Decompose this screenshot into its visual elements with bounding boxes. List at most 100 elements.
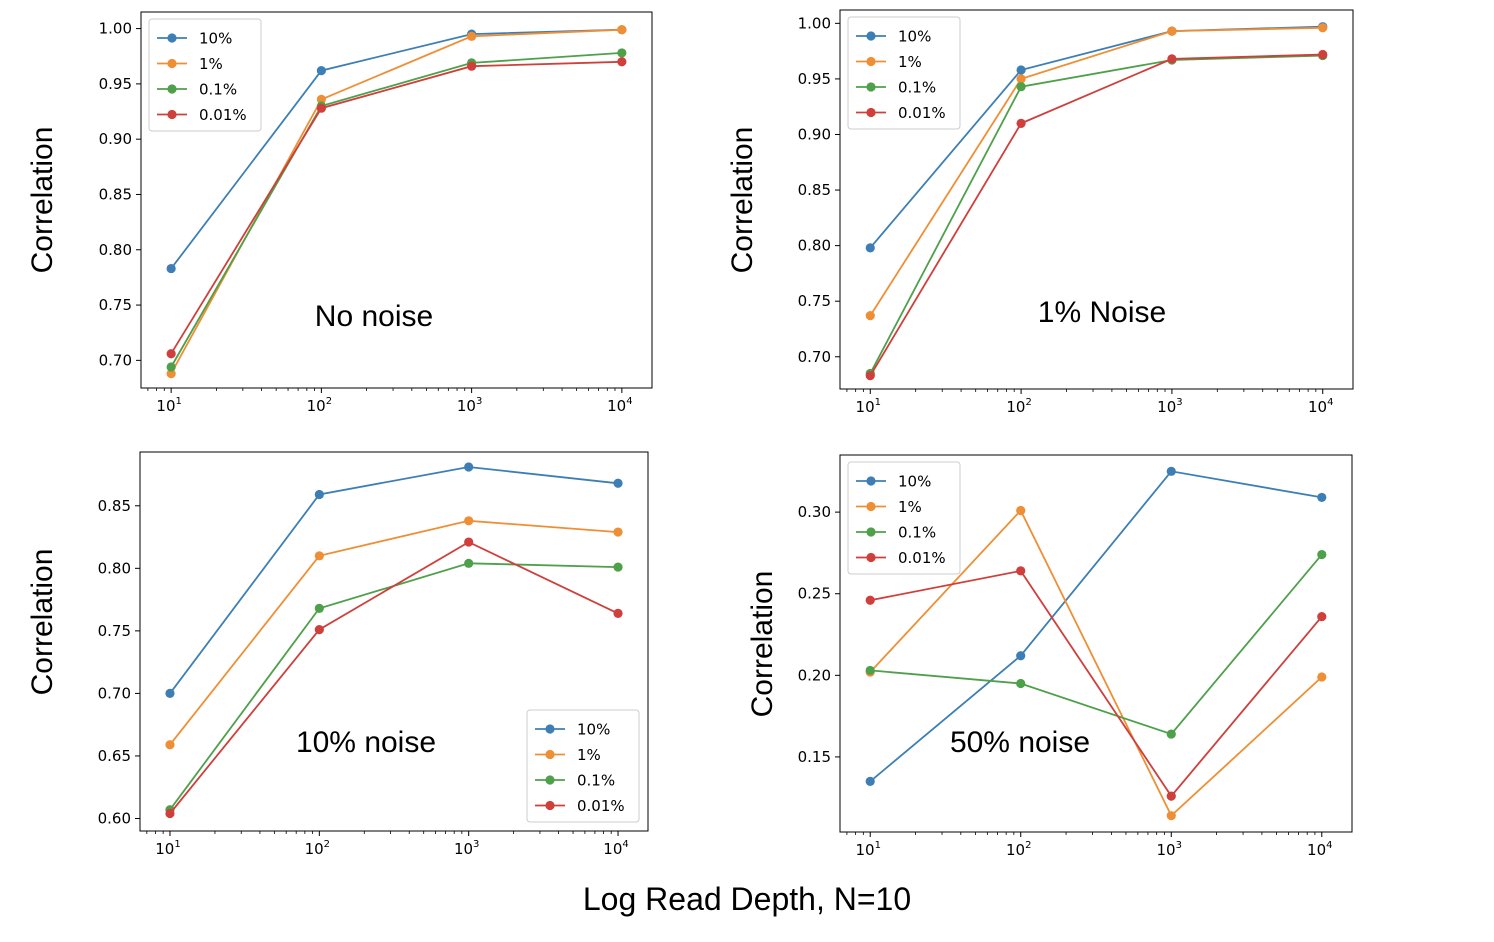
legend-box [847, 461, 961, 575]
data-point [1016, 74, 1026, 84]
series-line [169, 541, 619, 815]
series-line [169, 466, 619, 694]
chart-panels: 0.70 0.75 0.80 0.85 0.90 0.95 1.00 101 102 103 104… [26, 9, 1354, 859]
legend: 10% 1% 0.1% 0.01% [526, 709, 640, 823]
y-tick-label: 0.90 [798, 125, 831, 143]
data-point [613, 527, 623, 537]
y-tick-label: 0.70 [98, 684, 131, 702]
figure-xlabel: Log Read Depth, N=10 [583, 881, 911, 917]
legend-marker [545, 749, 555, 760]
legend-label: 1% [199, 55, 223, 73]
legend-label: 10% [898, 473, 931, 491]
data-point [467, 31, 477, 41]
data-point [865, 595, 875, 605]
y-tick-label: 0.75 [98, 622, 131, 640]
data-point [1016, 566, 1026, 576]
y-tick-label: 0.85 [99, 185, 132, 203]
y-tick-label: 0.80 [98, 559, 131, 577]
data-point [1016, 118, 1026, 128]
data-point [316, 66, 326, 76]
axes-frame [140, 11, 653, 389]
series-line [870, 569, 1323, 798]
data-point [1016, 65, 1026, 75]
y-tick-label: 0.75 [99, 296, 132, 314]
data-point [166, 362, 176, 372]
data-point [1318, 23, 1328, 33]
data-point [1317, 549, 1327, 560]
x-tick-label: 101 [855, 840, 880, 859]
x-tick-label: 102 [1006, 840, 1031, 859]
data-point [467, 61, 477, 71]
legend-marker [866, 56, 876, 67]
legend-label: 1% [577, 746, 601, 764]
legend-marker [866, 82, 876, 92]
data-point [1166, 729, 1176, 739]
series-line [170, 60, 622, 355]
data-point [165, 740, 175, 750]
data-point [865, 371, 875, 381]
x-tick-label: 102 [307, 396, 332, 415]
y-tick-label: 0.70 [798, 348, 831, 366]
panel-annotation: No noise [315, 300, 433, 333]
x-tick-label: 103 [457, 396, 482, 415]
data-point [316, 94, 326, 104]
legend-label: 10% [577, 721, 610, 739]
legend-label: 0.01% [898, 104, 946, 122]
y-axis-label: Correlation [746, 571, 779, 718]
y-tick-label: 1.00 [798, 14, 831, 32]
legend: 10% 1% 0.1% 0.01% [847, 461, 961, 575]
series-line [170, 52, 622, 368]
series-line [869, 53, 1323, 377]
x-tick-label: 104 [1308, 397, 1333, 416]
data-point [865, 243, 875, 253]
legend-marker [866, 501, 876, 512]
data-point [464, 537, 474, 547]
data-point [1166, 811, 1176, 821]
chart-panel-4: 0.15 0.20 0.25 0.30 101 102 103 104 10% 1% 0.1% 0.0… [746, 454, 1353, 859]
data-point [314, 489, 324, 500]
data-point [1318, 49, 1328, 60]
legend-box [526, 709, 640, 823]
legend-label: 0.01% [577, 797, 625, 815]
x-tick-label: 104 [1307, 840, 1332, 859]
y-tick-label: 0.15 [798, 748, 831, 766]
data-point [1016, 678, 1026, 689]
data-point [617, 57, 627, 67]
panel-annotation: 10% noise [296, 726, 436, 759]
legend-marker [866, 552, 876, 563]
legend-marker [545, 775, 555, 785]
legend-box [847, 16, 961, 130]
data-point [314, 551, 324, 561]
y-tick-label: 0.80 [798, 237, 831, 255]
series-line [870, 554, 1323, 736]
x-tick-label: 101 [156, 396, 181, 415]
y-tick-label: 0.85 [98, 497, 131, 515]
y-tick-label: 0.25 [798, 585, 831, 603]
y-tick-label: 0.95 [798, 70, 831, 88]
x-tick-label: 101 [856, 397, 881, 416]
data-point [314, 603, 324, 613]
data-point [865, 776, 875, 787]
legend-label: 10% [199, 30, 232, 48]
data-point [464, 516, 474, 526]
legend-label: 0.1% [898, 79, 936, 97]
legend-label: 0.1% [577, 772, 615, 790]
data-point [1166, 791, 1176, 801]
x-tick-label: 104 [607, 396, 632, 415]
legend-marker [866, 476, 876, 486]
data-point [1016, 82, 1026, 92]
data-point [464, 462, 474, 472]
y-tick-label: 0.80 [99, 241, 132, 259]
series-line [169, 519, 619, 746]
series-line [869, 54, 1323, 374]
legend-box [148, 18, 262, 132]
legend-label: 1% [898, 498, 922, 516]
y-tick-label: 0.65 [98, 747, 131, 765]
data-point [613, 478, 623, 488]
data-point [1317, 492, 1327, 503]
axes-frame [839, 454, 1353, 833]
data-point [865, 311, 875, 321]
panel-annotation: 50% noise [950, 726, 1090, 759]
data-point [617, 25, 627, 35]
